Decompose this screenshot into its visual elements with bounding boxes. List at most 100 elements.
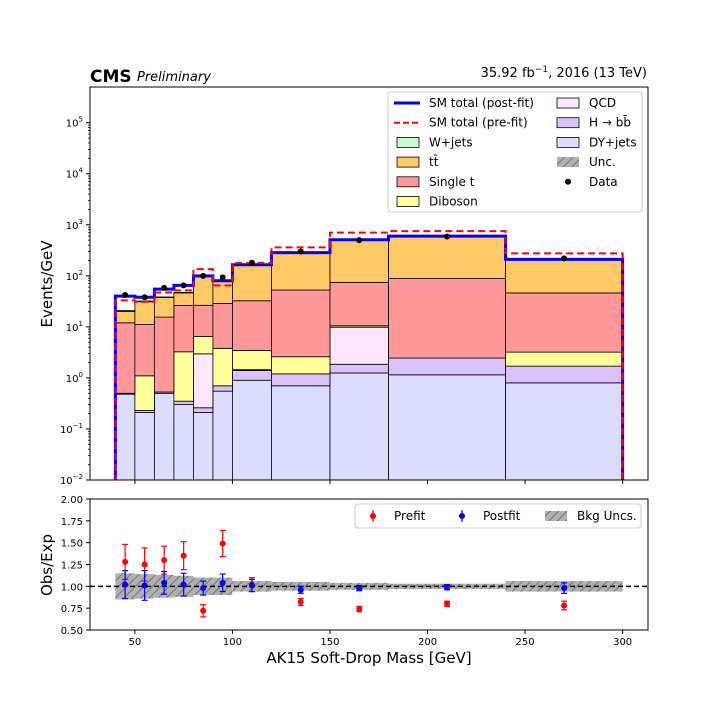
stacked-histogram bbox=[114, 235, 624, 480]
bar-5-8 bbox=[329, 239, 389, 283]
ratio-y-axis-label: Obs/Exp bbox=[38, 534, 56, 596]
legend-left-2-label: W+jets bbox=[429, 135, 473, 149]
legend-left-0-label: SM total (post-fit) bbox=[429, 96, 534, 110]
bar-0-1 bbox=[134, 412, 155, 480]
ratio-y-tick-label: 1.50 bbox=[61, 539, 83, 550]
main-y-axis-label: Events/GeV bbox=[38, 240, 56, 328]
preliminary-label: Preliminary bbox=[137, 70, 211, 85]
bar-1-8 bbox=[329, 363, 389, 374]
legend-left-5-label: Diboson bbox=[429, 195, 478, 209]
sm-postfit-line bbox=[113, 234, 625, 480]
postfit-point-8 bbox=[356, 585, 363, 592]
bar-1-10 bbox=[505, 365, 624, 384]
y-tick-label: 10−2 bbox=[60, 473, 83, 487]
ratio-legend-box bbox=[354, 503, 642, 529]
bar-4-5 bbox=[212, 303, 233, 349]
bar-1-3 bbox=[173, 400, 194, 405]
y-tick-label: 105 bbox=[66, 116, 83, 130]
bar-1-7 bbox=[271, 373, 331, 387]
bar-0-3 bbox=[173, 404, 194, 480]
bar-4-0 bbox=[114, 322, 136, 394]
ratio-y-tick-label: 1.00 bbox=[61, 582, 83, 593]
data-points bbox=[122, 233, 568, 301]
prefit-point-8 bbox=[356, 606, 363, 613]
legend-left-2-swatch bbox=[396, 136, 420, 148]
luminosity-label: 35.92 fb−1, 2016 (13 TeV) bbox=[481, 65, 647, 81]
data-point-7 bbox=[297, 248, 304, 255]
bar-0-0 bbox=[114, 393, 136, 480]
ratio-x-ticks: 50 100 150 200 250 300 bbox=[129, 630, 632, 648]
x-tick-label: 150 bbox=[320, 637, 339, 648]
postfit-point-10 bbox=[561, 585, 568, 592]
bar-3-5 bbox=[212, 347, 233, 387]
main-legend: SM total (post-fit) SM total (pre-fit) W+j… bbox=[387, 91, 643, 213]
legend-right-1-label: H → bb̄ bbox=[589, 116, 631, 130]
ratio-y-tick-label: 1.75 bbox=[61, 517, 83, 528]
prefit-point-3 bbox=[180, 552, 187, 559]
x-tick-label: 50 bbox=[129, 637, 142, 648]
legend-right-3-label: Unc. bbox=[589, 155, 616, 169]
ratio-y-ticks: 0.50 0.75 1.00 1.25 1.50 1.75 2.00 bbox=[61, 495, 90, 637]
postfit-point-2 bbox=[161, 579, 168, 586]
ratio-legend-2-swatch bbox=[545, 511, 567, 521]
ratio-plot-panel: 0.50 0.75 1.00 1.25 1.50 1.75 2.00 50 100 150 200… bbox=[38, 495, 649, 667]
ratio-y-tick-label: 0.50 bbox=[61, 626, 83, 637]
legend-right-3-swatch bbox=[557, 157, 579, 168]
postfit-point-7 bbox=[297, 586, 304, 593]
bar-5-2 bbox=[153, 297, 175, 318]
bar-1-5 bbox=[212, 385, 233, 392]
data-point-2 bbox=[161, 284, 168, 291]
ratio-legend-0-dot bbox=[370, 513, 376, 519]
bar-4-6 bbox=[232, 300, 272, 351]
bar-5-7 bbox=[271, 252, 331, 291]
legend-left-3-swatch bbox=[396, 156, 420, 168]
legend-left-3-label: tt̄ bbox=[429, 155, 439, 169]
legend-right-4-label: Data bbox=[589, 175, 618, 189]
legend-right-2-label: DY+jets bbox=[589, 135, 637, 149]
postfit-point-5 bbox=[219, 579, 226, 586]
prefit-point-2 bbox=[161, 557, 168, 564]
bar-0-10 bbox=[505, 382, 624, 480]
legend-right-4-swatch bbox=[565, 178, 571, 185]
bar-5-3 bbox=[173, 292, 194, 306]
x-tick-label: 250 bbox=[516, 637, 535, 648]
data-point-8 bbox=[356, 237, 363, 244]
legend-right-0-label: QCD bbox=[589, 96, 616, 110]
bar-2-8 bbox=[329, 326, 389, 365]
legend-right-2-swatch bbox=[556, 136, 580, 148]
bar-5-10 bbox=[505, 259, 624, 294]
bar-4-3 bbox=[173, 305, 194, 353]
legend-left-4-swatch bbox=[396, 176, 420, 188]
x-tick-label: 300 bbox=[613, 637, 632, 648]
prefit-point-7 bbox=[297, 599, 304, 606]
bar-4-9 bbox=[388, 278, 506, 359]
ratio-y-tick-label: 2.00 bbox=[61, 495, 83, 506]
y-tick-label: 10−1 bbox=[60, 422, 83, 436]
data-point-9 bbox=[444, 233, 451, 240]
legend-right-0-swatch bbox=[556, 97, 580, 109]
data-point-3 bbox=[180, 282, 187, 289]
legend-left-4-label: Single t bbox=[429, 175, 475, 189]
ratio-y-tick-label: 0.75 bbox=[61, 604, 83, 615]
data-point-1 bbox=[141, 294, 148, 301]
y-tick-label: 102 bbox=[66, 269, 83, 283]
bar-4-4 bbox=[193, 304, 214, 337]
cms-label: CMS bbox=[90, 67, 132, 87]
legend-left-1-label: SM total (pre-fit) bbox=[429, 116, 528, 130]
bar-3-1 bbox=[134, 375, 155, 411]
bar-5-9 bbox=[388, 235, 506, 279]
prefit-point-4 bbox=[200, 607, 207, 614]
y-tick-label: 100 bbox=[66, 371, 83, 385]
ratio-legend-0-label: Prefit bbox=[394, 509, 426, 523]
bar-0-2 bbox=[153, 392, 175, 480]
bar-2-4 bbox=[193, 353, 214, 409]
bar-0-6 bbox=[232, 379, 272, 480]
ratio-y-tick-label: 1.25 bbox=[61, 561, 83, 572]
bar-3-6 bbox=[232, 350, 272, 371]
postfit-point-4 bbox=[200, 585, 207, 592]
postfit-point-1 bbox=[141, 582, 148, 589]
postfit-point-0 bbox=[122, 581, 129, 588]
bar-5-4 bbox=[193, 276, 214, 306]
postfit-point-3 bbox=[180, 581, 187, 588]
